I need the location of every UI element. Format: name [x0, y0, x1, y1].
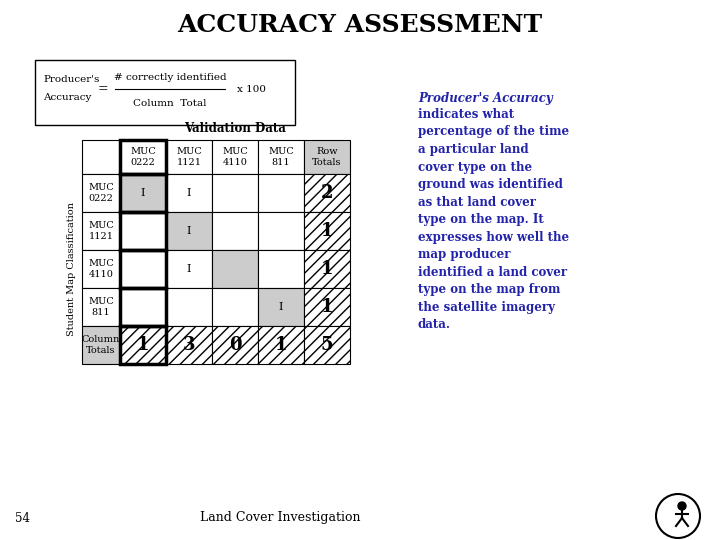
- Bar: [120, 174, 166, 212]
- Bar: [166, 288, 212, 326]
- Text: 5: 5: [320, 336, 333, 354]
- Bar: [304, 288, 350, 326]
- Text: a particular land: a particular land: [418, 143, 528, 156]
- Text: indicates what: indicates what: [418, 108, 514, 121]
- Bar: [304, 250, 350, 288]
- Text: ground was identified: ground was identified: [418, 178, 563, 191]
- Text: 1: 1: [320, 298, 333, 316]
- Text: # correctly identified: # correctly identified: [114, 72, 226, 82]
- Bar: [166, 174, 212, 212]
- Circle shape: [678, 502, 686, 510]
- Bar: [120, 250, 166, 288]
- Text: as that land cover: as that land cover: [418, 195, 536, 208]
- Bar: [120, 212, 166, 250]
- Text: MUC
4110: MUC 4110: [222, 147, 248, 167]
- Text: the satellite imagery: the satellite imagery: [418, 300, 555, 314]
- Bar: [82, 212, 120, 250]
- Text: 1: 1: [275, 336, 287, 354]
- Bar: [166, 140, 212, 174]
- Bar: [258, 212, 304, 250]
- Text: 1: 1: [320, 222, 333, 240]
- Bar: [212, 288, 258, 326]
- Text: Accuracy: Accuracy: [43, 93, 91, 103]
- Bar: [166, 212, 212, 250]
- Text: 0: 0: [229, 336, 241, 354]
- Bar: [120, 326, 166, 364]
- Text: Student Map Classification: Student Map Classification: [68, 202, 76, 336]
- Text: 1: 1: [320, 260, 333, 278]
- Bar: [82, 326, 120, 364]
- Text: MUC
811: MUC 811: [268, 147, 294, 167]
- Bar: [82, 140, 120, 174]
- Text: 3: 3: [183, 336, 195, 354]
- Text: type on the map. It: type on the map. It: [418, 213, 544, 226]
- Bar: [166, 326, 212, 364]
- Text: cover type on the: cover type on the: [418, 160, 532, 173]
- Text: expresses how well the: expresses how well the: [418, 231, 569, 244]
- Bar: [120, 212, 166, 250]
- Circle shape: [656, 494, 700, 538]
- Text: map producer: map producer: [418, 248, 510, 261]
- Bar: [82, 288, 120, 326]
- Bar: [258, 288, 304, 326]
- Bar: [212, 326, 258, 364]
- Bar: [258, 250, 304, 288]
- Bar: [212, 212, 258, 250]
- Text: MUC
1121: MUC 1121: [88, 221, 114, 241]
- Bar: [166, 250, 212, 288]
- Text: MUC
0222: MUC 0222: [88, 183, 114, 202]
- Bar: [304, 212, 350, 250]
- Text: I: I: [186, 264, 192, 274]
- Bar: [120, 288, 166, 326]
- Bar: [120, 174, 166, 212]
- Text: I: I: [186, 226, 192, 236]
- Bar: [82, 250, 120, 288]
- Text: Column  Total: Column Total: [133, 98, 207, 107]
- Text: MUC
0222: MUC 0222: [130, 147, 156, 167]
- Text: Column
Totals: Column Totals: [82, 335, 120, 355]
- Text: =: =: [98, 83, 108, 96]
- Bar: [258, 174, 304, 212]
- Text: I: I: [186, 188, 192, 198]
- Text: I: I: [140, 188, 145, 198]
- Bar: [35, 60, 295, 125]
- Text: data.: data.: [418, 318, 451, 331]
- Text: ACCURACY ASSESSMENT: ACCURACY ASSESSMENT: [177, 13, 543, 37]
- Bar: [304, 140, 350, 174]
- Bar: [82, 174, 120, 212]
- Bar: [304, 174, 350, 212]
- Text: MUC
1121: MUC 1121: [176, 147, 202, 167]
- Text: 1: 1: [137, 336, 149, 354]
- Text: Producer's: Producer's: [43, 76, 99, 84]
- Text: x 100: x 100: [237, 84, 266, 93]
- Bar: [304, 326, 350, 364]
- Text: 2: 2: [320, 184, 333, 202]
- Text: MUC
811: MUC 811: [88, 298, 114, 316]
- Text: I: I: [279, 302, 283, 312]
- Text: Row
Totals: Row Totals: [312, 147, 342, 167]
- Text: Producer's Accuracy: Producer's Accuracy: [418, 92, 553, 105]
- Bar: [258, 140, 304, 174]
- Bar: [212, 174, 258, 212]
- Bar: [258, 326, 304, 364]
- Bar: [120, 140, 166, 174]
- Text: MUC
4110: MUC 4110: [88, 259, 114, 279]
- Text: type on the map from: type on the map from: [418, 283, 560, 296]
- Bar: [120, 326, 166, 364]
- Bar: [120, 288, 166, 326]
- Bar: [212, 140, 258, 174]
- Text: Land Cover Investigation: Land Cover Investigation: [199, 511, 360, 524]
- Text: percentage of the time: percentage of the time: [418, 125, 569, 138]
- Text: 54: 54: [15, 511, 30, 524]
- Bar: [120, 250, 166, 288]
- Text: identified a land cover: identified a land cover: [418, 266, 567, 279]
- Bar: [212, 250, 258, 288]
- Text: Validation Data: Validation Data: [184, 122, 286, 134]
- Bar: [120, 140, 166, 174]
